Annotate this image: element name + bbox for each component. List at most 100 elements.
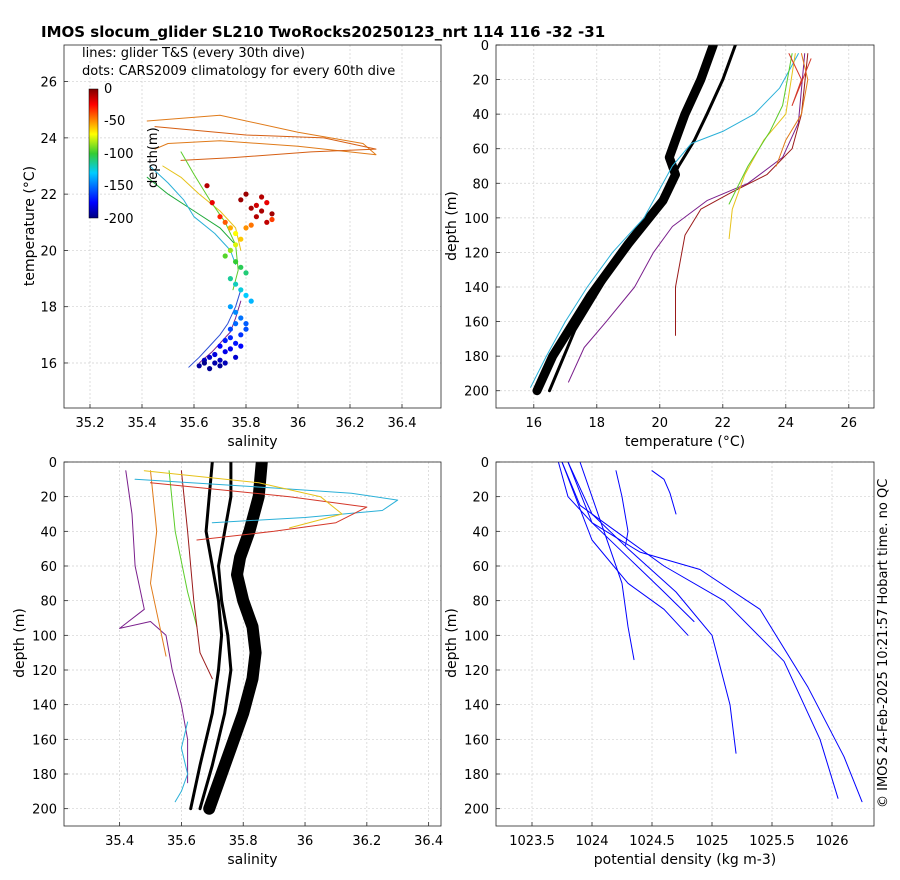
sal-depth-ytick-label-10: 200	[32, 803, 57, 818]
climatology-point-11	[264, 219, 270, 225]
climatology-point-30	[248, 298, 254, 304]
climatology-point-43	[217, 343, 223, 349]
climatology-point-1	[209, 200, 215, 206]
climatology-point-24	[238, 264, 244, 270]
ts-xtick-label-0: 35.2	[76, 416, 105, 431]
colorbar-tick-1: -50	[104, 114, 125, 129]
sal-depth-xtick-label-1: 35.6	[167, 834, 196, 849]
sal-depth-series-6	[180, 470, 213, 680]
temp-depth-ytick-label-9: 180	[464, 350, 489, 365]
temp-depth-xtick-label-1: 18	[589, 416, 606, 431]
density-depth-axes-box	[495, 461, 875, 827]
sal-depth-series-7	[174, 721, 189, 803]
climatology-point-52	[217, 363, 223, 369]
temp-depth-ytick-label-3: 60	[472, 143, 489, 158]
climatology-point-18	[264, 200, 270, 206]
climatology-point-45	[227, 346, 233, 352]
density-depth-series-group	[557, 462, 863, 803]
temp-depth-xtick-label-0: 16	[526, 416, 543, 431]
temp-depth-series-5	[728, 53, 796, 240]
ts-ytick-label-5: 26	[40, 76, 57, 91]
density-depth-ytick-label-4: 80	[472, 595, 489, 610]
sal-depth-ytick-label-4: 80	[40, 595, 57, 610]
temp-depth-ytick-label-4: 80	[472, 177, 489, 192]
colorbar-tick-0: 0	[104, 82, 112, 97]
temp-depth-ytick-label-6: 120	[464, 246, 489, 261]
temp-depth-series-2	[530, 53, 799, 388]
sal-depth-series-10	[143, 470, 343, 529]
density-depth-ytick-label-5: 100	[464, 629, 489, 644]
temp-depth-series-8	[788, 53, 812, 106]
ts-xtick-label-5: 36.2	[336, 416, 365, 431]
density-depth-ylabel: depth (m)	[444, 608, 460, 678]
density-depth-series-3	[567, 462, 695, 622]
climatology-point-28	[238, 287, 244, 293]
sal-depth-xtick-label-4: 36.2	[352, 834, 381, 849]
sal-depth-xtick-label-5: 36.4	[414, 834, 443, 849]
climatology-point-16	[253, 202, 259, 208]
panel-density-depth: 1023.5 1024 1024.5 1025 1025.5 1026 0 20 40 60 80 1…	[444, 456, 875, 868]
density-depth-ytick-label-9: 180	[464, 768, 489, 783]
density-depth-ytick-label-10: 200	[464, 803, 489, 818]
sal-depth-axes-box	[63, 461, 442, 827]
climatology-point-51	[212, 360, 218, 366]
density-depth-ytick-label-1: 20	[472, 491, 489, 506]
density-depth-xtick-label-5: 1026	[815, 834, 848, 849]
density-depth-series-4	[579, 462, 635, 661]
panel-sal-depth: 35.4 35.6 35.8 36 36.2 36.4 0 20 40 60 80 100 120 140…	[12, 456, 443, 868]
density-depth-ytick-label-3: 60	[472, 560, 489, 575]
climatology-point-36	[233, 321, 239, 327]
climatology-point-29	[243, 292, 249, 298]
density-depth-xtick-label-2: 1024.5	[629, 834, 675, 849]
ts-series-4	[146, 176, 237, 246]
climatology-point-44	[222, 349, 228, 355]
sal-depth-ytick-label-8: 160	[32, 733, 57, 748]
density-depth-ytick-label-8: 160	[464, 733, 489, 748]
temp-depth-ytick-label-0: 0	[481, 39, 489, 54]
ts-series-7	[198, 300, 242, 364]
sal-depth-ytick-label-2: 40	[40, 525, 57, 540]
climatology-point-23	[233, 259, 239, 265]
climatology-point-39	[222, 337, 228, 344]
density-depth-ytick-label-7: 140	[464, 699, 489, 714]
sal-depth-ytick-label-6: 120	[32, 664, 57, 679]
sal-depth-ytick-label-3: 60	[40, 560, 57, 575]
climatology-point-38	[243, 326, 249, 332]
temp-depth-series-1	[548, 45, 737, 393]
ts-ytick-label-0: 16	[40, 357, 57, 372]
density-depth-xtick-label-3: 1025	[695, 834, 728, 849]
climatology-point-12	[269, 211, 275, 217]
climatology-point-14	[243, 225, 249, 231]
sal-depth-series-0	[203, 462, 268, 815]
panel-temp-depth: 16 18 20 22 24 26 0 20 40 60 80 100 120 140 160 180 200 t…	[444, 39, 875, 450]
ts-series-6	[188, 289, 242, 368]
sal-depth-series-8	[134, 478, 399, 524]
density-depth-series-1	[561, 462, 839, 799]
sal-depth-ylabel: depth (m)	[12, 608, 28, 678]
climatology-point-0	[204, 183, 210, 189]
sal-depth-series-2	[198, 462, 233, 811]
climatology-point-13	[238, 236, 244, 242]
colorbar-tick-4: -200	[104, 212, 134, 227]
ts-ylabel: temperature (°C)	[22, 166, 38, 286]
density-depth-xtick-label-0: 1023.5	[509, 834, 555, 849]
ts-ytick-label-3: 22	[40, 188, 57, 203]
climatology-point-33	[238, 315, 244, 321]
ts-xlabel: salinity	[227, 434, 277, 450]
density-depth-series-2	[567, 462, 737, 754]
sal-depth-xtick-label-2: 35.8	[229, 834, 258, 849]
ts-xtick-label-2: 35.6	[180, 416, 209, 431]
climatology-point-32	[233, 309, 239, 315]
sal-depth-series-9	[150, 482, 368, 541]
climatology-point-40	[227, 335, 233, 341]
climatology-point-27	[233, 281, 239, 287]
temp-depth-series-3	[568, 53, 806, 383]
density-depth-series-0	[557, 462, 863, 803]
temp-depth-xtick-label-5: 26	[841, 416, 858, 431]
climatology-point-5	[233, 230, 239, 237]
climatology-point-8	[248, 205, 254, 211]
sal-depth-series-group	[119, 462, 399, 815]
ts-xtick-label-4: 36	[290, 416, 307, 431]
ts-ytick-label-2: 20	[40, 244, 57, 259]
climatology-point-47	[212, 351, 218, 358]
